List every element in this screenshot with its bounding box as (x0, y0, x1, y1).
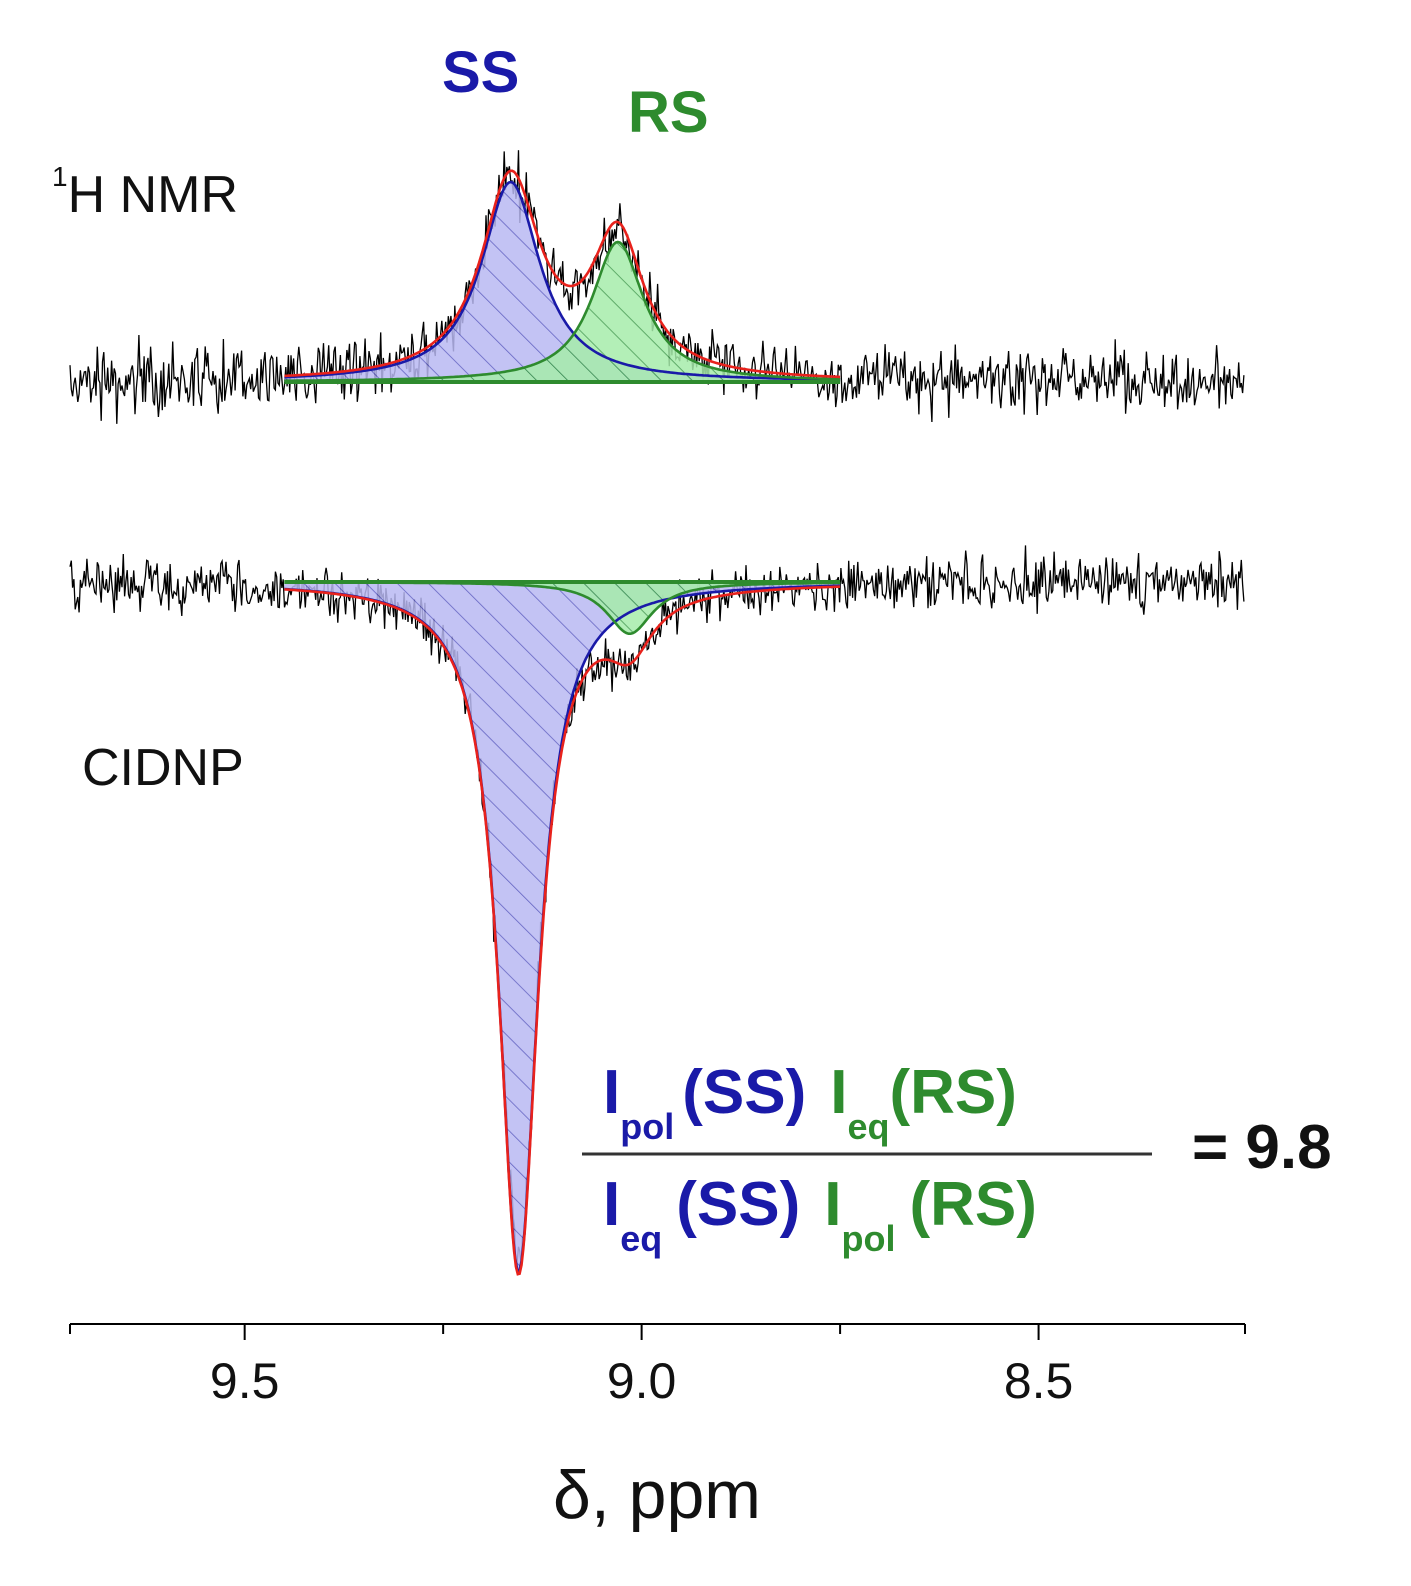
num-ss-intensity: I (603, 1058, 620, 1127)
num-ss-arg: (SS) (682, 1058, 806, 1127)
num-rs-sub: eq (847, 1106, 889, 1147)
nmr-panel-label: 1H NMR (52, 161, 238, 224)
ratio-result: = 9.8 (1192, 1113, 1332, 1182)
cidnp-spectrum-panel (69, 545, 1245, 1276)
x-axis-label: δ, ppm (553, 1457, 761, 1533)
ss-fit-area (284, 182, 841, 382)
rs-fit-line (284, 240, 841, 382)
x-tick-label: 9.0 (607, 1353, 677, 1409)
sum-fit-line (284, 169, 841, 379)
nmr-spectrum-panel (69, 150, 1245, 424)
den-ss-intensity: I (603, 1170, 620, 1239)
x-axis: 9.5 9.0 8.5 (69, 1323, 1246, 1409)
experimental-trace-cidnp (69, 545, 1245, 1269)
cidnp-panel-label: CIDNP (82, 739, 244, 797)
experimental-trace-nmr (69, 150, 1245, 424)
x-tick-label: 9.5 (210, 1353, 280, 1409)
den-ss-arg: (SS) (676, 1170, 800, 1239)
den-rs-arg: (RS) (909, 1170, 1036, 1239)
num-rs-arg: (RS) (889, 1058, 1016, 1127)
ratio-numerator: Ipol (SS) Ieq(RS) (603, 1058, 1017, 1147)
rs-fit-area (284, 242, 841, 382)
ss-fit-area (284, 582, 841, 1271)
nmr-label-superscript: 1 (52, 161, 68, 192)
ss-peak-label: SS (442, 40, 519, 105)
num-rs-intensity: I (830, 1058, 847, 1127)
ratio-denominator: Ieq (SS) Ipol (RS) (603, 1170, 1037, 1259)
nmr-label-text: H NMR (68, 166, 238, 224)
den-rs-intensity: I (824, 1170, 841, 1239)
ss-fit-line (284, 180, 841, 381)
ratio-formula: Ipol (SS) Ieq(RS) Ieq (SS) Ipol (RS) = 9.8 (582, 1058, 1332, 1259)
num-ss-sub: pol (620, 1106, 674, 1147)
den-rs-sub: pol (841, 1218, 895, 1259)
x-tick-label: 8.5 (1004, 1353, 1074, 1409)
den-ss-sub: eq (620, 1218, 662, 1259)
sum-fit-line (284, 585, 841, 1276)
rs-peak-label: RS (628, 80, 709, 145)
